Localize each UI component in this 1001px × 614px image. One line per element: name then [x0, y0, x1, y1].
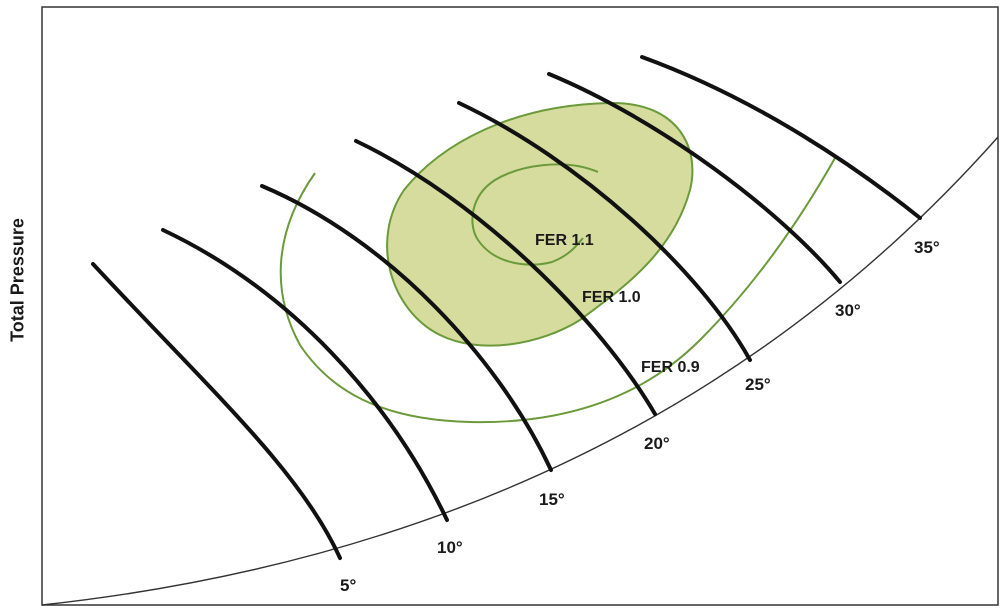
- angle-line-25: [457, 101, 752, 362]
- fer-1-0-region: [386, 101, 694, 347]
- angle-line-30: [547, 72, 842, 284]
- angle-lines: [91, 55, 922, 560]
- fer-1-1-label: FER 1.1: [535, 232, 594, 249]
- angle-label-5: 5°: [340, 576, 356, 595]
- angle-label-15: 15°: [539, 490, 565, 509]
- plot-frame: [41, 6, 999, 606]
- angle-line-5: [91, 262, 342, 560]
- y-axis-label-text: Total Pressure: [7, 218, 28, 342]
- angle-line-20: [354, 139, 657, 416]
- angle-line-15: [260, 184, 553, 472]
- angle-label-30: 30°: [835, 301, 861, 320]
- angle-label-35: 35°: [914, 238, 940, 257]
- fer-0-9-contour: [279, 157, 836, 424]
- angle-label-25: 25°: [745, 375, 771, 394]
- angle-line-35: [640, 55, 922, 220]
- angle-line-10: [161, 228, 449, 522]
- angle-label-20: 20°: [644, 434, 670, 453]
- fer-1-1-contour: [471, 163, 599, 266]
- fer-1-0-label: FER 1.0: [582, 289, 641, 306]
- boundary-curve: [41, 136, 999, 606]
- fer-0-9-label: FER 0.9: [641, 359, 700, 376]
- angle-label-10: 10°: [437, 538, 463, 557]
